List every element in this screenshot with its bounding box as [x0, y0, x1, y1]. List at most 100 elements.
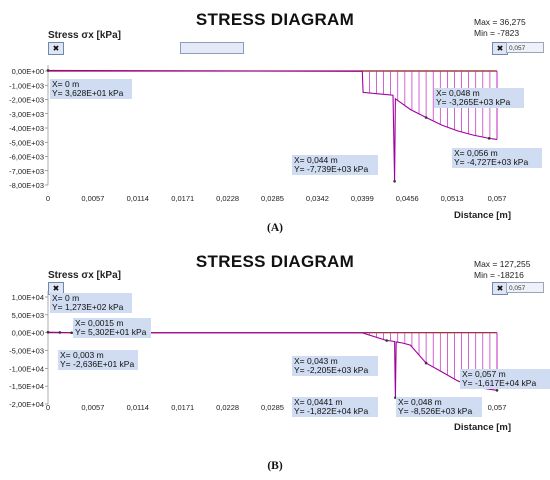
x-tick-label: 0,0456 [396, 194, 419, 203]
stress-chart-a: 0,00E+00 -1,00E+03 -2,00E+03 -3,00E+03 -4,00… [9, 65, 542, 203]
annotation-x: X= 0,056 m [454, 148, 498, 158]
y-tick-label: -2,00E+04 [9, 400, 44, 409]
point-annotation: X= 0 mY= 3,628E+01 kPa [46, 69, 132, 99]
x-tick-label: 0,0228 [216, 403, 239, 412]
x-tick-label: 0,0513 [441, 194, 464, 203]
annotation-marker [424, 361, 428, 365]
y-tick-label: -4,00E+03 [9, 124, 44, 133]
x-axis-label: Distance [m] [454, 210, 512, 221]
annotation-marker [424, 116, 428, 119]
y-tick-label: -6,00E+03 [9, 153, 44, 162]
annotation-box [50, 293, 132, 313]
x-tick-label: 0,0228 [216, 194, 239, 203]
annotation-marker [46, 69, 50, 72]
annotation-x: X= 0,0015 m [75, 318, 123, 328]
y-tick-label: 1,00E+04 [12, 293, 44, 302]
annotation-marker [58, 331, 62, 334]
annotation-marker [393, 179, 396, 183]
annotation-x: X= 0,0441 m [294, 397, 342, 407]
annotation-box [460, 369, 550, 389]
stress-chart-b: 1,00E+04 5,00E+03 0,00E+00 -5,00E+03 -1,00E+… [9, 291, 550, 417]
annotation-x: X= 0,048 m [398, 397, 442, 407]
min-label: Min = -18216 [474, 270, 524, 280]
annotation-y: Y= -2,636E+01 kPa [60, 359, 134, 369]
annotation-marker [46, 330, 50, 334]
point-annotation: X= 0,056 mY= -4,727E+03 kPa [452, 137, 542, 168]
min-label: Min = -7823 [474, 28, 520, 38]
x-tick-label: 0,057 [488, 194, 507, 203]
point-annotation: X= 0,0015 mY= 5,302E+01 kPa [58, 318, 151, 338]
annotation-box [292, 155, 378, 175]
stress-curve [47, 69, 498, 182]
point-annotation: X= 0,057 mY= -1,617E+04 kPa [460, 369, 550, 392]
annotation-box [452, 148, 542, 168]
chart-title: STRESS DIAGRAM [195, 252, 355, 271]
x-tick-label: 0,0171 [171, 194, 194, 203]
y-tick-label: -5,00E+03 [9, 347, 44, 356]
y-tick-label: 5,00E+03 [12, 311, 44, 320]
stress-curve [47, 331, 498, 398]
annotation-y: Y= -8,526E+03 kPa [398, 406, 472, 416]
y-tick-label: -7,00E+03 [9, 167, 44, 176]
annotation-y: Y= -7,739E+03 kPa [294, 164, 368, 174]
annotation-x: X= 0,057 m [462, 369, 506, 379]
x-tick-label: 0,0342 [306, 194, 329, 203]
y-tick-label: -1,00E+04 [9, 364, 44, 373]
y-tick-label: 0,00E+00 [12, 329, 44, 338]
x-tick-label: 0,057 [488, 403, 507, 412]
y-axis-label: Stress σx [kPa] [48, 270, 121, 281]
x-tick-label: 0,0114 [127, 194, 149, 203]
annotation-x: X= 0 m [52, 79, 79, 89]
panel-caption: (B) [267, 460, 283, 472]
annotation-x: X= 0,003 m [60, 350, 104, 360]
x-tick-label: 0,0114 [127, 403, 149, 412]
annotation-marker [495, 389, 499, 392]
panel-caption: (A) [267, 222, 283, 234]
x-tick-label: 0,0285 [261, 403, 284, 412]
crosshair-icon[interactable]: ✖ [48, 42, 64, 55]
annotation-marker [487, 137, 491, 140]
x-tick-label: 0 [46, 194, 50, 203]
annotation-box [396, 397, 482, 417]
annotation-y: Y= 3,628E+01 kPa [52, 88, 124, 98]
range-bar[interactable] [180, 42, 244, 54]
range-value[interactable]: 0,057 [506, 282, 544, 293]
annotation-y: Y= 5,302E+01 kPa [75, 327, 147, 337]
annotation-y: Y= -1,617E+04 kPa [462, 378, 536, 388]
x-tick-label: 0 [46, 403, 50, 412]
point-annotation: X= 0,048 mY= -8,526E+03 kPa [396, 361, 482, 417]
point-annotation: X= 0,003 mY= -2,636E+01 kPa [58, 331, 138, 370]
range-value[interactable]: 0,057 [506, 42, 544, 53]
annotation-box [58, 350, 138, 370]
point-annotation: X= 0,044 mY= -7,739E+03 kPa [292, 155, 396, 183]
crosshair-icon[interactable]: ✖ [492, 282, 508, 295]
x-tick-label: 0,0399 [351, 194, 374, 203]
annotation-y: Y= -2,205E+03 kPa [294, 365, 368, 375]
annotation-x: X= 0 m [52, 293, 79, 303]
annotation-box [292, 397, 378, 417]
x-tick-label: 0,0285 [261, 194, 284, 203]
stress-diagram-panel-a: STRESS DIAGRAM Max = 36,275 Min = -7823 … [0, 0, 550, 235]
annotation-marker [70, 331, 73, 335]
annotation-y: Y= -4,727E+03 kPa [454, 157, 528, 167]
annotation-box [434, 88, 524, 108]
annotation-box [292, 356, 378, 376]
point-annotation: X= 0,048 mY= -3,265E+03 kPa [424, 88, 524, 119]
chart-title: STRESS DIAGRAM [195, 10, 355, 29]
stress-diagram-panel-b: STRESS DIAGRAM Max = 127,255 Min = -1821… [0, 242, 550, 480]
annotation-marker [385, 339, 389, 342]
y-tick-label: -2,00E+03 [9, 96, 44, 105]
x-tick-label: 0,0171 [171, 403, 194, 412]
y-axis-label: Stress σx [kPa] [48, 30, 121, 41]
annotation-x: X= 0,048 m [436, 88, 480, 98]
annotation-box [73, 318, 151, 338]
annotation-y: Y= 1,273E+02 kPa [52, 302, 124, 312]
x-tick-label: 0,0057 [81, 403, 104, 412]
annotation-box [50, 79, 132, 99]
point-annotation: X= 0 mY= 1,273E+02 kPa [46, 293, 132, 334]
max-label: Max = 36,275 [474, 17, 526, 27]
point-annotation: X= 0,0441 mY= -1,822E+04 kPa [292, 396, 397, 417]
y-tick-label: -1,50E+04 [9, 382, 44, 391]
y-tick-label: -3,00E+03 [9, 110, 44, 119]
y-tick-label: -8,00E+03 [9, 181, 44, 190]
